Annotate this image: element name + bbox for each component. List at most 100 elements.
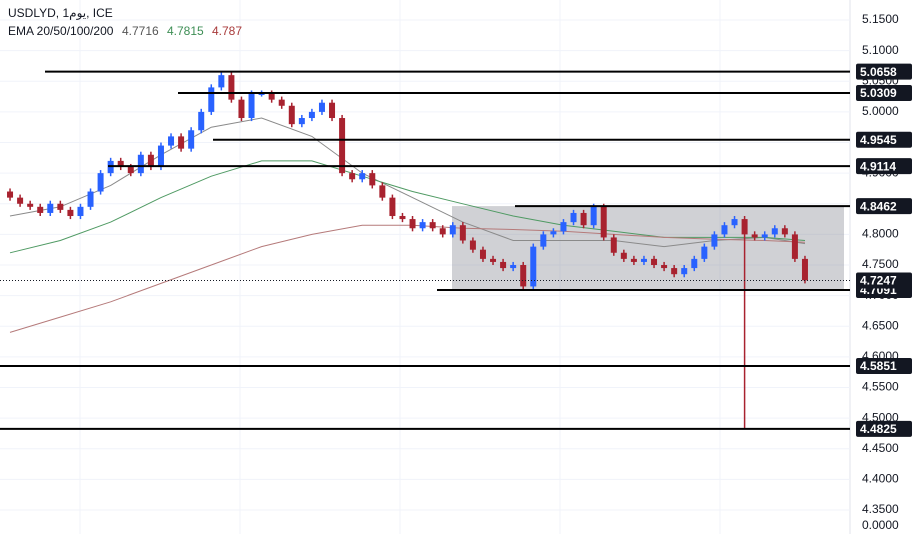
price-badge [856, 420, 912, 437]
candle-body [17, 197, 24, 204]
y-tick-label: 4.7500 [862, 257, 899, 271]
candle-body [590, 206, 597, 226]
candle-body [429, 222, 436, 229]
candle-body [771, 228, 778, 235]
candle-body [268, 93, 275, 100]
candle-body [661, 265, 668, 269]
candle-body [7, 191, 14, 198]
ema-line [9, 160, 806, 254]
price-badge [856, 198, 912, 215]
candle-body [711, 234, 718, 247]
candle-body [459, 225, 466, 241]
candle-body [520, 265, 527, 287]
candle-body [168, 136, 175, 146]
ema-value: 4.787 [212, 24, 242, 38]
ema-value: 4.7815 [167, 24, 204, 38]
candle-body [419, 222, 426, 229]
candle-body [530, 246, 537, 287]
candle-body [369, 173, 376, 186]
chart-title: USDLYD, 1يوم, ICE [8, 6, 113, 20]
candle-body [490, 258, 497, 262]
price-badge [856, 158, 912, 175]
candle-body [67, 209, 74, 217]
price-badge-label: 4.8462 [860, 199, 897, 213]
price-badge [856, 63, 912, 80]
candle-body [278, 99, 285, 106]
price-badge [856, 131, 912, 148]
candle-body [288, 105, 295, 125]
candle-body [157, 145, 164, 168]
candle-body [550, 231, 557, 235]
price-badge-label: 4.4825 [860, 422, 897, 436]
candle-body [651, 258, 658, 266]
candle-body [37, 206, 44, 213]
price-badge [856, 358, 912, 375]
y-tick-label: 4.5000 [862, 410, 899, 424]
candle-body [801, 258, 808, 281]
candle-body [57, 203, 64, 210]
candle-body [339, 118, 346, 174]
candle-body [117, 160, 124, 168]
candle-body [570, 212, 577, 223]
candle-body [681, 268, 688, 275]
candle-body [198, 111, 205, 131]
candle-body [781, 228, 788, 235]
candle-body [600, 206, 607, 238]
candle-body [630, 258, 637, 262]
candle-body [469, 240, 476, 250]
candle-body [147, 154, 154, 168]
price-badge-label: 5.0309 [860, 86, 897, 100]
candle-body [671, 268, 678, 275]
y-tick-label: 4.3500 [862, 502, 899, 516]
candle-body [761, 234, 768, 238]
price-badge [856, 84, 912, 101]
ema-value: 4.7716 [122, 24, 159, 38]
candle-body [87, 191, 94, 207]
plot [0, 0, 850, 534]
candle-body [500, 261, 507, 269]
y-tick-label: 4.4000 [862, 472, 899, 486]
candle-body [218, 75, 225, 88]
candle-body [359, 173, 366, 180]
price-badge-label: 4.9545 [860, 133, 897, 147]
candle-body [409, 219, 416, 229]
candle-body [228, 75, 235, 100]
candle-body [399, 216, 406, 220]
candle-body [701, 246, 708, 259]
candle-body [248, 93, 255, 119]
candle-body [580, 212, 587, 226]
candle-body [298, 118, 305, 125]
candle-body [721, 225, 728, 235]
candle-body [258, 93, 265, 96]
candle-body [308, 111, 315, 119]
y-tick-label: 4.5500 [862, 380, 899, 394]
candle-body [439, 228, 446, 235]
candle-body [97, 173, 104, 192]
ema-line [9, 117, 806, 248]
price-badge-label: 5.0658 [860, 65, 897, 79]
candle-body [329, 102, 336, 119]
candle-body [238, 99, 245, 119]
candle-body [77, 206, 84, 217]
candle-body [349, 173, 356, 180]
candle-body [640, 258, 647, 262]
y-tick-label: 5.1500 [862, 12, 899, 26]
candle-body [208, 87, 215, 112]
candle-body [318, 102, 325, 112]
candle-body [137, 154, 144, 174]
volume-axis-label: 0.0000 [862, 518, 899, 532]
price-badge-label: 4.9114 [860, 159, 896, 173]
candle-body [379, 185, 386, 198]
candle-body [188, 130, 195, 149]
range-zone [452, 206, 844, 291]
ema-label: EMA 20/50/100/200 [8, 24, 114, 38]
candle-body [449, 225, 456, 235]
candle-body [510, 265, 517, 269]
candle-body [751, 234, 758, 238]
candle-body [389, 197, 396, 217]
y-tick-label: 5.1000 [862, 43, 899, 57]
candle-body [47, 203, 54, 213]
